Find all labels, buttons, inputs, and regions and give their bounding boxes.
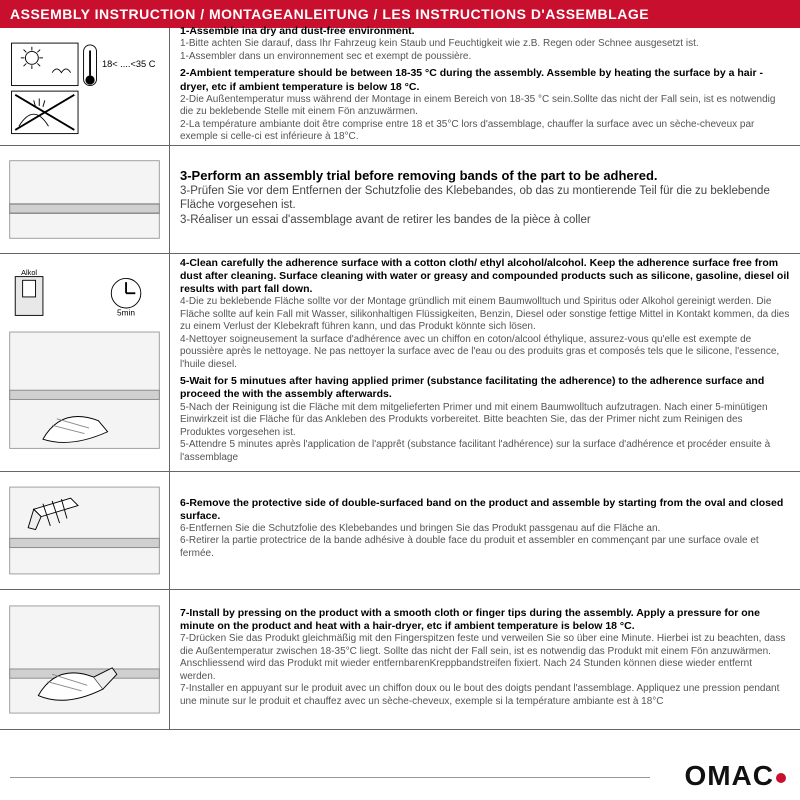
instruction-text: 3-Perform an assembly trial before remov… — [170, 146, 800, 253]
step-translation-text: 1-Assembler dans un environnement sec et… — [180, 51, 790, 64]
brand-logo-text: OMAC — [684, 760, 774, 791]
step-translation-text: 6-Retirer la partie protectrice de la ba… — [180, 535, 790, 560]
diagram-svg — [6, 478, 163, 583]
step-translation-text: 6-Entfernen Sie die Schutzfolie des Kleb… — [180, 523, 790, 536]
header-bar: ASSEMBLY INSTRUCTION / MONTAGEANLEITUNG … — [0, 0, 800, 28]
step-primary-text: 2-Ambient temperature should be between … — [180, 67, 790, 93]
step-primary-text: 6-Remove the protective side of double-s… — [180, 497, 790, 523]
instruction-row: 7-Install by pressing on the product wit… — [0, 590, 800, 730]
diagram-svg — [6, 152, 163, 247]
step-translation-text: 2-La température ambiante doit être comp… — [180, 119, 790, 144]
instruction-text: 1-Assemble ina dry and dust-free environ… — [170, 28, 800, 145]
step-translation-text: 5-Attendre 5 minutes après l'application… — [180, 439, 790, 464]
instruction-step: 5-Wait for 5 minutues after having appli… — [180, 375, 790, 464]
step-translation-text: 3-Réaliser un essai d'assemblage avant d… — [180, 213, 790, 227]
instruction-text: 7-Install by pressing on the product wit… — [170, 590, 800, 729]
step-primary-text: 5-Wait for 5 minutues after having appli… — [180, 375, 790, 401]
brand-logo: OMAC — [684, 760, 786, 792]
instruction-illustration: Alkol 5min — [0, 254, 170, 471]
step-translation-text: 5-Nach der Reinigung ist die Fläche mit … — [180, 402, 790, 440]
instruction-illustration: 18< ....<35 C — [0, 28, 170, 145]
instruction-step: 6-Remove the protective side of double-s… — [180, 497, 790, 561]
step-primary-text: 4-Clean carefully the adherence surface … — [180, 257, 790, 296]
instruction-row: 6-Remove the protective side of double-s… — [0, 472, 800, 590]
instruction-step: 2-Ambient temperature should be between … — [180, 67, 790, 143]
diagram-svg: Alkol 5min — [6, 260, 163, 465]
step-translation-text: 4-Nettoyer soigneusement la surface d'ad… — [180, 334, 790, 372]
step-translation-text: 4-Die zu beklebende Fläche sollte vor de… — [180, 296, 790, 334]
step-translation-text: 2-Die Außentemperatur muss während der M… — [180, 94, 790, 119]
instruction-illustration — [0, 146, 170, 253]
instruction-step: 3-Perform an assembly trial before remov… — [180, 168, 790, 227]
step-primary-text: 7-Install by pressing on the product wit… — [180, 607, 790, 633]
step-translation-text: 7-Installer en appuyant sur le produit a… — [180, 683, 790, 708]
instruction-illustration — [0, 590, 170, 729]
brand-logo-dot — [776, 773, 786, 783]
svg-text:18< ....<35 C: 18< ....<35 C — [102, 59, 156, 69]
svg-text:Alkol: Alkol — [21, 268, 37, 277]
instruction-illustration — [0, 472, 170, 589]
instruction-row: 18< ....<35 C 1-Assemble ina dry and dus… — [0, 28, 800, 146]
svg-text:5min: 5min — [117, 307, 135, 317]
step-primary-text: 1-Assemble ina dry and dust-free environ… — [180, 25, 790, 38]
instruction-step: 4-Clean carefully the adherence surface … — [180, 257, 790, 371]
instruction-row: Alkol 5min 4-Clean carefully the adheren… — [0, 254, 800, 472]
instruction-text: 4-Clean carefully the adherence surface … — [170, 254, 800, 471]
instruction-step: 7-Install by pressing on the product wit… — [180, 607, 790, 708]
step-primary-text: 3-Perform an assembly trial before remov… — [180, 168, 790, 184]
diagram-svg — [6, 596, 163, 723]
header-title: ASSEMBLY INSTRUCTION / MONTAGEANLEITUNG … — [10, 6, 649, 22]
instruction-step: 1-Assemble ina dry and dust-free environ… — [180, 25, 790, 63]
instruction-text: 6-Remove the protective side of double-s… — [170, 472, 800, 589]
footer-divider — [10, 777, 650, 778]
instruction-row: 3-Perform an assembly trial before remov… — [0, 146, 800, 254]
diagram-svg: 18< ....<35 C — [6, 34, 163, 139]
step-translation-text: 3-Prüfen Sie vor dem Entfernen der Schut… — [180, 184, 790, 213]
step-translation-text: 7-Drücken Sie das Produkt gleichmäßig mi… — [180, 633, 790, 683]
instruction-table: 18< ....<35 C 1-Assemble ina dry and dus… — [0, 28, 800, 730]
step-translation-text: 1-Bitte achten Sie darauf, dass Ihr Fahr… — [180, 38, 790, 51]
